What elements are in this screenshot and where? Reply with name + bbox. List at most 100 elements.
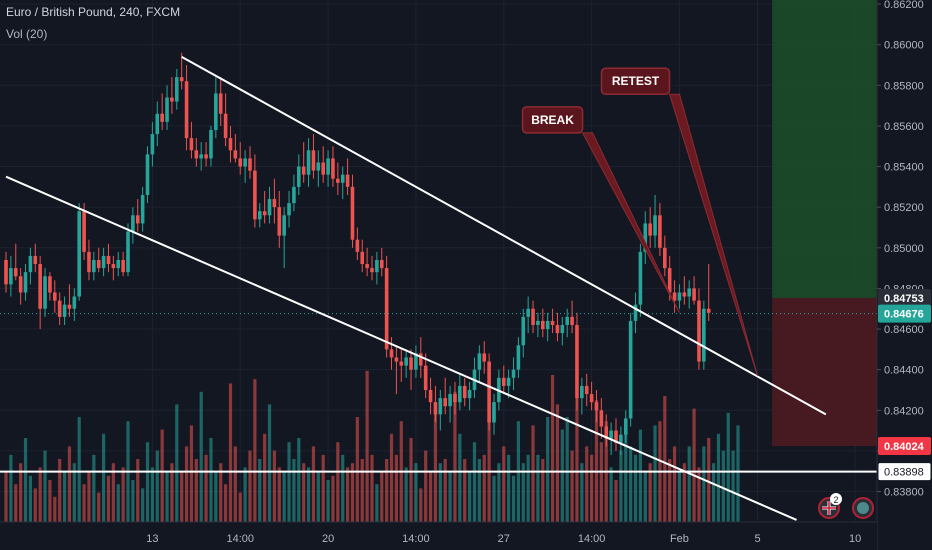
price-label-text: 0.84676 [884,309,924,321]
volume-bar [243,467,247,522]
candle-body [653,215,657,236]
price-tick-label: 0.85000 [884,243,924,255]
volume-bar [165,471,169,522]
candle-body [72,296,77,309]
candle-body [570,316,574,325]
volume-bar [648,463,652,522]
candle-body [4,259,8,285]
candle-body [545,320,550,330]
lower-trendline[interactable] [5,175,797,521]
volume-bar [609,467,613,522]
notification-count: 2 [833,495,838,505]
annotations[interactable]: BREAK RETEST [521,67,759,376]
globe-icon[interactable] [852,497,874,519]
candle-body [306,150,311,175]
volume-bar [19,463,23,522]
time-tick-label: 13 [146,533,158,545]
volume-bar [209,438,213,522]
candle-body [565,316,569,325]
candle-body [179,77,184,82]
price-tick-label: 0.85200 [884,202,924,214]
volume-bar [277,467,281,522]
candle-body [682,292,687,297]
volume-bar [43,450,47,522]
candle-body [375,259,379,273]
price-tick-label: 0.85400 [884,162,924,174]
volume-bar [394,454,398,522]
candle-body [53,292,57,301]
volume-bar [62,471,67,522]
candle-body [453,394,457,403]
candle-body [619,434,623,443]
volume-bar [702,446,706,522]
time-axis[interactable]: 13 14:00 20 14:00 27 14:00 Feb 5 10 [0,521,877,550]
candle-body [643,223,648,252]
volume-bar [258,459,262,522]
price-tick-label: 0.84400 [884,365,924,377]
volume-bar [482,454,486,522]
candle-body [126,231,130,273]
candle-body [62,304,67,317]
candle-body [541,320,545,330]
price-tick-label: 0.85800 [884,80,924,92]
time-tick-label: 14:00 [578,533,606,545]
volume-bar [541,459,545,522]
candle-body [589,394,594,403]
volume-bar [72,463,76,522]
price-axis[interactable]: 0.86200 0.86000 0.85800 0.85600 0.85400 0.852… [876,0,932,550]
candle-body [272,199,277,208]
volume-bar [92,454,96,522]
volume-bar [477,459,481,522]
candle-body [204,154,208,159]
callout-pointer [668,93,759,376]
bottom-icons[interactable]: 2 [818,493,874,519]
volume-bar [697,467,701,522]
volume-bar [292,459,296,522]
callout-box[interactable] [521,106,584,134]
candle-body [350,186,355,240]
candle-body [277,207,282,236]
volume-bar [111,463,115,522]
candle-body [238,158,243,167]
flag-icon[interactable]: 2 [818,493,842,519]
time-tick-label: 20 [322,533,334,545]
volume-bar [560,429,564,522]
candle-body [462,385,467,399]
candle-body [253,170,257,220]
volume-bar [336,442,340,522]
candle-body [189,138,194,151]
candle-body [697,300,701,362]
volume-bar [385,459,389,522]
candle-body [648,223,652,236]
candle-body [506,377,511,386]
candle-body [448,394,452,407]
volume-bar [204,454,208,522]
volume-bar [663,396,667,522]
candle-body [228,138,233,151]
volume-bar [106,475,111,522]
callout-pointer [581,132,680,314]
volume-bar [682,463,686,522]
candle-body [316,162,321,171]
candle-body [423,365,428,390]
volume-bar [638,429,642,522]
position-zones [772,0,885,447]
volume-bar [194,459,198,522]
volume-bar [145,442,150,522]
volume-bar [726,412,730,522]
grid [0,0,877,522]
candle-body [140,194,145,224]
candle-body [184,81,189,139]
candle-body [340,174,345,183]
volume-bar [326,480,330,522]
candle-body [667,268,672,293]
volume-bar [463,459,467,522]
candle-body [150,134,155,155]
volume-bar [716,433,721,522]
time-tick-label: 14:00 [402,533,430,545]
callout-box[interactable] [600,67,671,95]
candle-body [233,150,238,159]
upper-trendline[interactable] [181,55,827,416]
drawing-lines[interactable] [0,55,877,521]
